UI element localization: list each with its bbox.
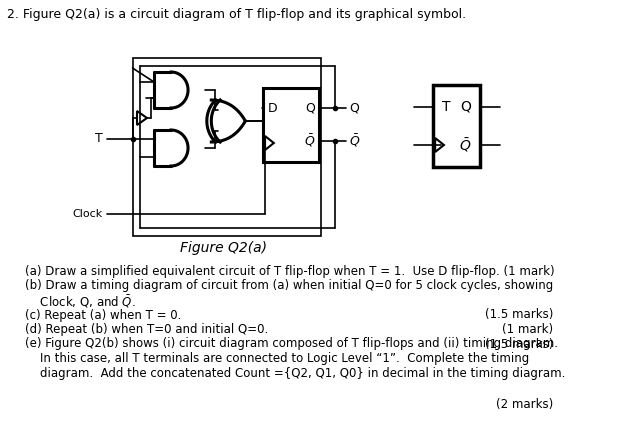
Text: diagram.  Add the concatenated Count ={Q2, Q1, Q0} in decimal in the timing diag: diagram. Add the concatenated Count ={Q2… [25,367,566,379]
Text: (c) Repeat (a) when T = 0.: (c) Repeat (a) when T = 0. [25,309,181,321]
Text: 2. Figure Q2(a) is a circuit diagram of T flip-flop and its graphical symbol.: 2. Figure Q2(a) is a circuit diagram of … [7,8,466,21]
Text: $\bar{Q}$: $\bar{Q}$ [459,136,471,154]
Text: (d) Repeat (b) when T=0 and initial Q=0.: (d) Repeat (b) when T=0 and initial Q=0. [25,323,268,336]
Text: (1.5 marks): (1.5 marks) [485,338,553,351]
Text: (b) Draw a timing diagram of circuit from (a) when initial Q=0 for 5 clock cycle: (b) Draw a timing diagram of circuit fro… [25,279,553,293]
Text: $\bar{Q}$: $\bar{Q}$ [304,133,316,149]
Text: T: T [95,133,103,146]
Text: Clock, Q, and $\bar{Q}$.: Clock, Q, and $\bar{Q}$. [25,294,135,310]
Text: (1.5 marks): (1.5 marks) [485,308,553,321]
Text: Q: Q [305,102,315,115]
Bar [433,85,480,167]
Text: (2 marks): (2 marks) [496,398,553,411]
Text: (1 mark): (1 mark) [502,323,553,336]
Text: (a) Draw a simplified equivalent circuit of T flip-flop when T = 1.  Use D flip-: (a) Draw a simplified equivalent circuit… [25,265,555,278]
Text: (e) Figure Q2(b) shows (i) circuit diagram composed of T flip-flops and (ii) tim: (e) Figure Q2(b) shows (i) circuit diagr… [25,337,558,351]
Text: D: D [267,102,277,115]
Text: In this case, all T terminals are connected to Logic Level “1”.  Complete the ti: In this case, all T terminals are connec… [25,352,529,365]
Text: Clock: Clock [73,209,103,219]
Text: $\bar{Q}$: $\bar{Q}$ [349,133,360,149]
Text: T: T [442,100,451,114]
Text: Q: Q [349,102,359,115]
Text: Q: Q [460,100,471,114]
Text: Figure Q2(a): Figure Q2(a) [180,241,267,255]
Bar [132,58,321,236]
Bar [263,88,319,162]
